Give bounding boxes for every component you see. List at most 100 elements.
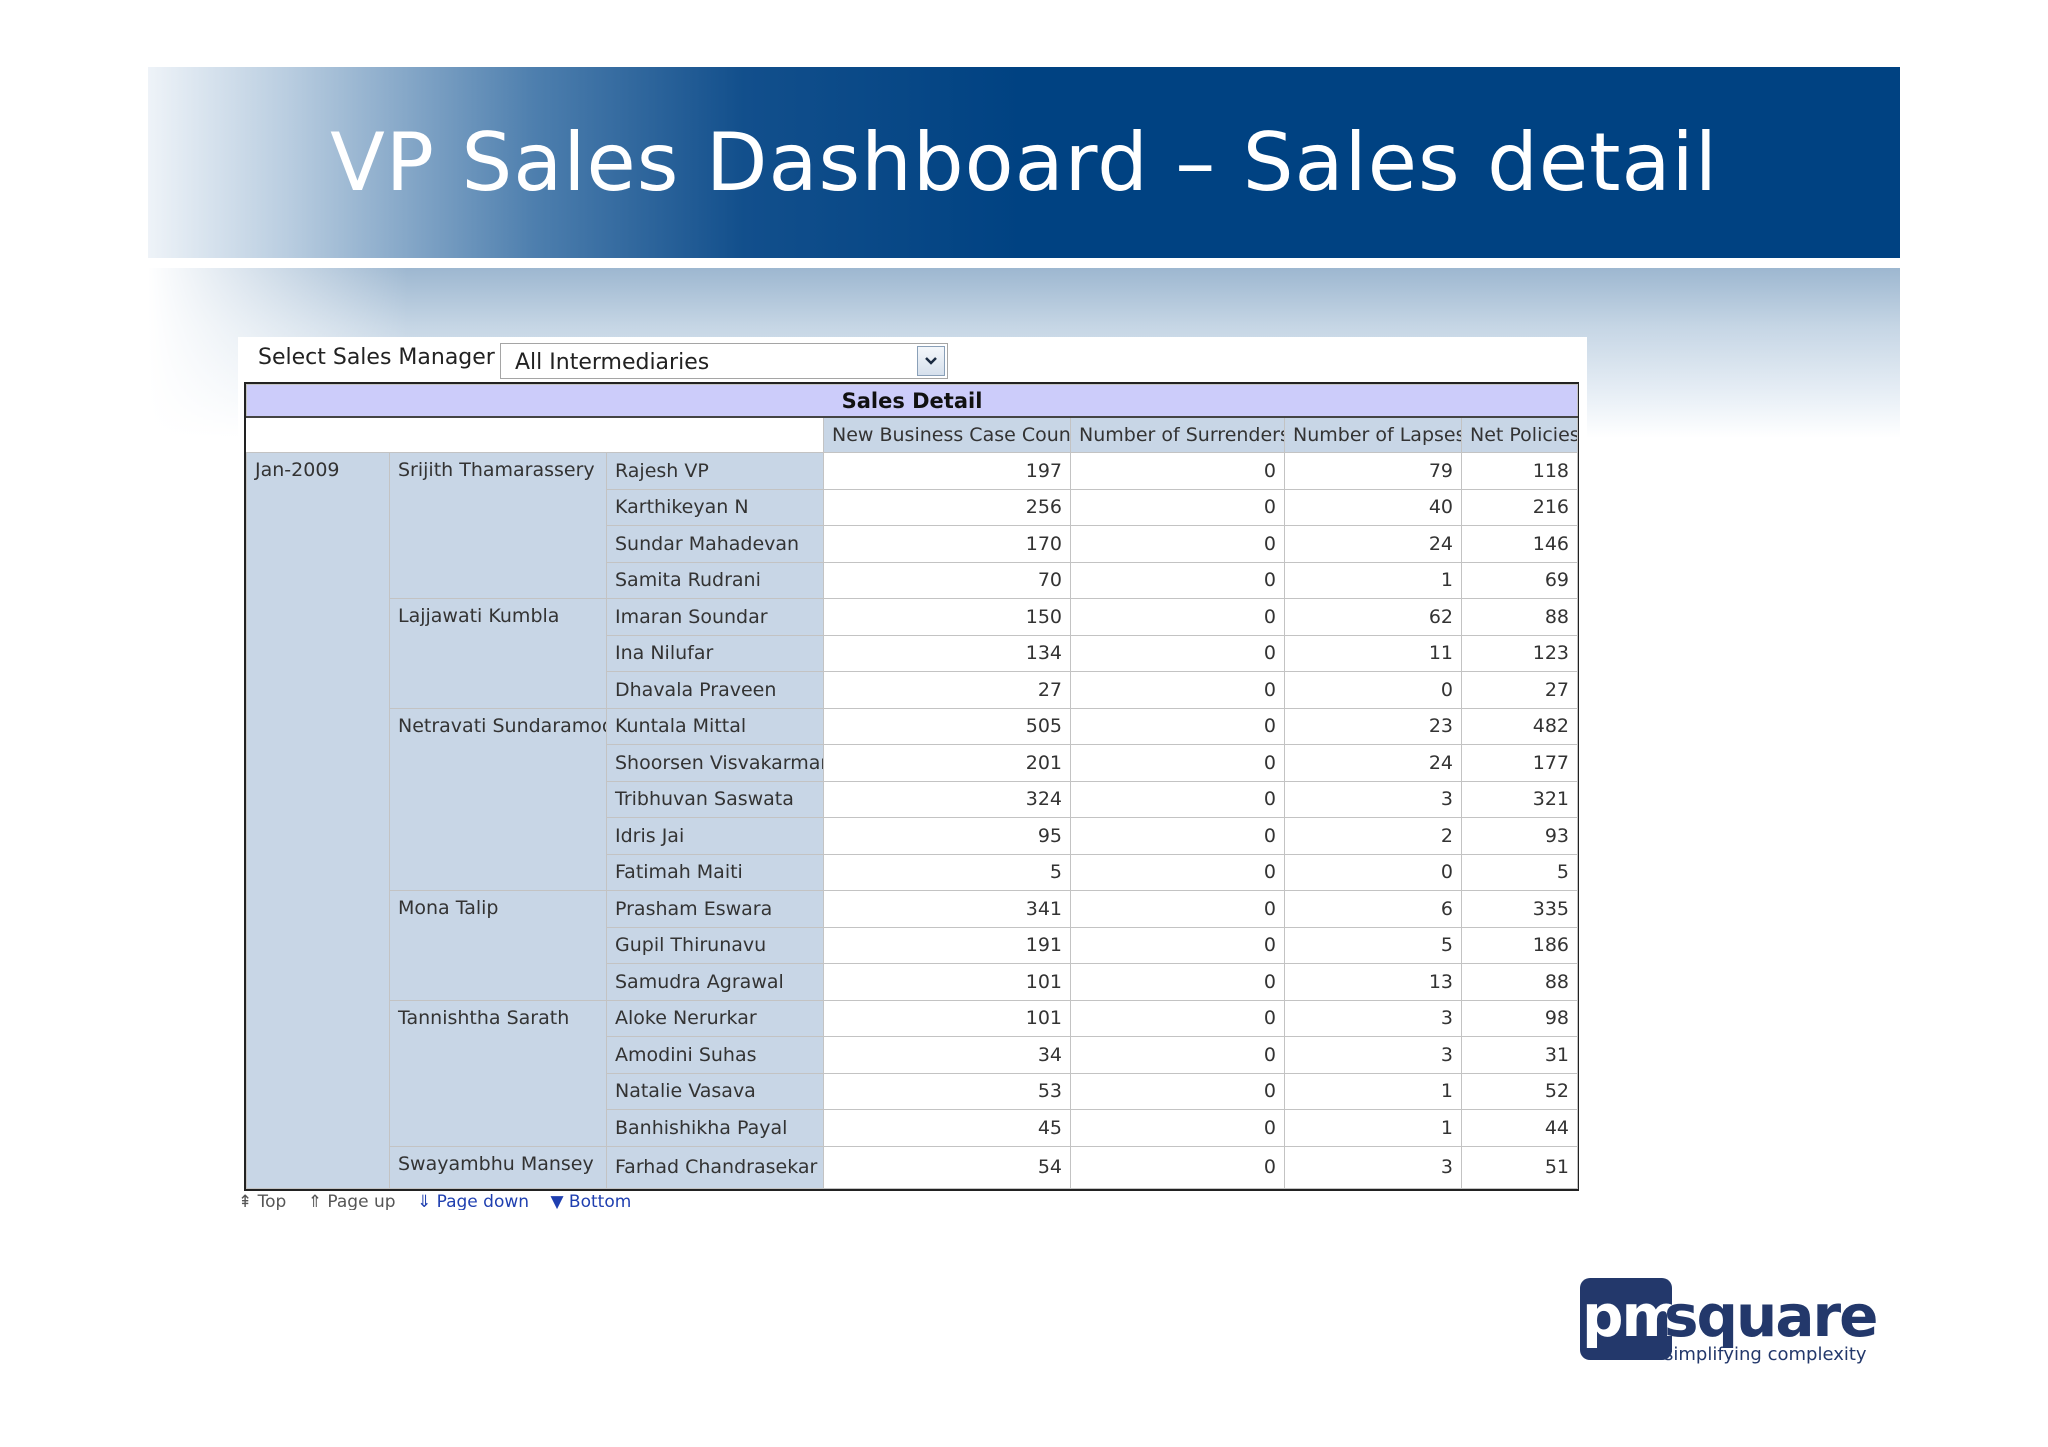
new-business-count-cell: 505 — [823, 707, 1071, 745]
manager-selector-label: Select Sales Manager — [258, 345, 495, 370]
sales-detail-table: Sales Detail New Business Case Count Num… — [246, 384, 1578, 1189]
lapses-cell: 2 — [1284, 817, 1462, 855]
surrenders-cell: 0 — [1070, 744, 1285, 782]
new-business-count-cell: 53 — [823, 1072, 1071, 1110]
net-policies-cell: 186 — [1461, 926, 1578, 964]
report-panel: Select Sales Manager All Intermediaries — [238, 337, 1587, 1210]
pager: ⇞ Top ⇑ Page up ⇓ Page down ▼ Bottom — [238, 1192, 738, 1210]
column-header-surrenders: Number of Surrenders — [1070, 416, 1285, 453]
net-policies-cell: 51 — [1461, 1145, 1578, 1189]
net-policies-cell: 31 — [1461, 1036, 1578, 1074]
new-business-count-cell: 27 — [823, 671, 1071, 709]
net-policies-cell: 146 — [1461, 525, 1578, 563]
agent-cell: Natalie Vasava — [606, 1072, 824, 1110]
lapses-cell: 13 — [1284, 963, 1462, 1001]
agent-cell: Dhavala Praveen — [606, 671, 824, 709]
lapses-cell: 3 — [1284, 1145, 1462, 1189]
surrenders-cell: 0 — [1070, 999, 1285, 1037]
net-policies-cell: 88 — [1461, 963, 1578, 1001]
slide-title: VP Sales Dashboard – Sales detail — [330, 116, 1718, 209]
agent-cell: Rajesh VP — [606, 452, 824, 490]
net-policies-cell: 123 — [1461, 634, 1578, 672]
table-header-spacer — [246, 417, 824, 453]
new-business-count-cell: 191 — [823, 926, 1071, 964]
agent-cell: Karthikeyan N — [606, 488, 824, 526]
agent-cell: Banhishikha Payal — [606, 1109, 824, 1147]
new-business-count-cell: 341 — [823, 890, 1071, 928]
lapses-cell: 5 — [1284, 926, 1462, 964]
manager-select[interactable]: All Intermediaries — [500, 343, 948, 379]
table-row: Gupil Thirunavu 191 0 5 186 — [247, 926, 1578, 964]
title-banner: VP Sales Dashboard – Sales detail — [148, 67, 1900, 258]
chevron-down-icon[interactable] — [917, 346, 945, 376]
surrenders-cell: 0 — [1070, 525, 1285, 563]
lapses-cell: 79 — [1284, 452, 1462, 490]
agent-cell: Shoorsen Visvakarman — [606, 744, 824, 782]
pager-page-up-label: Page up — [327, 1192, 396, 1210]
sales-manager-cell: Srijith Thamarassery — [389, 452, 607, 599]
net-policies-cell: 5 — [1461, 853, 1578, 891]
lapses-cell: 3 — [1284, 1036, 1462, 1074]
table-row: Natalie Vasava 53 0 1 52 — [247, 1072, 1578, 1110]
table-body: Jan-2009 Srijith Thamarassery Rajesh VP 197… — [246, 452, 1578, 1189]
surrenders-cell: 0 — [1070, 488, 1285, 526]
new-business-count-cell: 101 — [823, 999, 1071, 1037]
lapses-cell: 24 — [1284, 744, 1462, 782]
pager-bottom[interactable]: ▼ Bottom — [550, 1192, 632, 1210]
net-policies-cell: 321 — [1461, 780, 1578, 818]
agent-cell: Imaran Soundar — [606, 598, 824, 636]
new-business-count-cell: 150 — [823, 598, 1071, 636]
net-policies-cell: 118 — [1461, 452, 1578, 490]
lapses-cell: 3 — [1284, 780, 1462, 818]
agent-cell: Aloke Nerurkar — [606, 999, 824, 1037]
pager-top-label: Top — [257, 1192, 287, 1210]
lapses-cell: 62 — [1284, 598, 1462, 636]
manager-selector-row: Select Sales Manager All Intermediaries — [238, 337, 1587, 383]
lapses-cell: 24 — [1284, 525, 1462, 563]
lapses-cell: 1 — [1284, 1072, 1462, 1110]
surrenders-cell: 0 — [1070, 1145, 1285, 1189]
new-business-count-cell: 70 — [823, 561, 1071, 599]
table-row: Lajjawati Kumbla Imaran Soundar 150 0 62 88 — [247, 598, 1578, 709]
pager-page-down[interactable]: ⇓ Page down — [416, 1192, 530, 1210]
lapses-cell: 40 — [1284, 488, 1462, 526]
surrenders-cell: 0 — [1070, 1072, 1285, 1110]
new-business-count-cell: 95 — [823, 817, 1071, 855]
lapses-cell: 23 — [1284, 707, 1462, 745]
net-policies-cell: 27 — [1461, 671, 1578, 709]
surrenders-cell: 0 — [1070, 1036, 1285, 1074]
net-policies-cell: 98 — [1461, 999, 1578, 1037]
surrenders-cell: 0 — [1070, 452, 1285, 490]
lapses-cell: 11 — [1284, 634, 1462, 672]
table-row: Ina Nilufar 134 0 11 123 — [247, 634, 1578, 672]
sales-manager-cell: Mona Talip — [389, 890, 607, 1001]
surrenders-cell: 0 — [1070, 853, 1285, 891]
sales-manager-cell: Swayambhu Mansey — [389, 1145, 607, 1189]
logo-brand-pm: pm — [1582, 1282, 1680, 1350]
surrenders-cell: 0 — [1070, 780, 1285, 818]
net-policies-cell: 69 — [1461, 561, 1578, 599]
table-row: Jan-2009 Srijith Thamarassery Rajesh VP 197… — [246, 452, 1578, 1189]
table-row: Idris Jai 95 0 2 93 — [247, 817, 1578, 855]
logo-brand-square: square — [1664, 1282, 1876, 1350]
new-business-count-cell: 197 — [823, 452, 1071, 490]
lapses-cell: 0 — [1284, 853, 1462, 891]
surrenders-cell: 0 — [1070, 1109, 1285, 1147]
net-policies-cell: 335 — [1461, 890, 1578, 928]
agent-cell: Amodini Suhas — [606, 1036, 824, 1074]
sales-manager-cell: Tannishtha Sarath — [389, 999, 607, 1147]
lapses-cell: 1 — [1284, 1109, 1462, 1147]
new-business-count-cell: 5 — [823, 853, 1071, 891]
pager-page-down-label: Page down — [436, 1192, 530, 1210]
agent-cell: Fatimah Maiti — [606, 853, 824, 891]
net-policies-cell: 177 — [1461, 744, 1578, 782]
table-row: Banhishikha Payal 45 0 1 44 — [247, 1109, 1578, 1147]
sales-manager-cell: Lajjawati Kumbla — [389, 598, 607, 709]
logo-tagline: simplifying complexity — [1664, 1344, 1867, 1365]
new-business-count-cell: 34 — [823, 1036, 1071, 1074]
agent-cell: Tribhuvan Saswata — [606, 780, 824, 818]
lapses-cell: 6 — [1284, 890, 1462, 928]
table-row: Shoorsen Visvakarman 201 0 24 177 — [247, 744, 1578, 782]
surrenders-cell: 0 — [1070, 671, 1285, 709]
pager-bottom-label: Bottom — [568, 1192, 632, 1210]
